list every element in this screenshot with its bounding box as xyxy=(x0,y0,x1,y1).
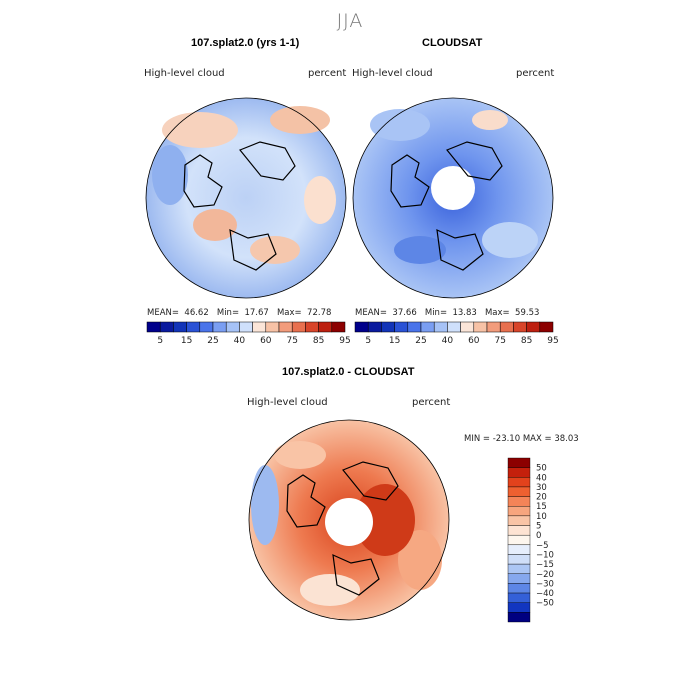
polar-map-diff xyxy=(248,419,450,621)
model-colorbar-tick-label: 5 xyxy=(157,336,163,346)
obs-colorbar-swatch xyxy=(499,321,514,333)
obs-colorbar-tick-label: 95 xyxy=(547,336,558,346)
polar-map-model xyxy=(145,97,347,299)
model-colorbar-swatch xyxy=(212,321,227,333)
model-colorbar-swatch xyxy=(146,321,161,333)
diff-colorbar-swatch xyxy=(507,612,531,623)
diff-colorbar-tick-label: 20 xyxy=(536,493,547,503)
model-colorbar-swatch xyxy=(305,321,319,333)
diff-colorbar-tick-label: 5 xyxy=(536,522,541,532)
season-title: JJA xyxy=(336,10,364,32)
obs-units-label: percent xyxy=(516,68,555,79)
diff-units-label: percent xyxy=(412,397,451,408)
diff-colorbar-swatch xyxy=(507,583,531,594)
diff-colorbar-swatch xyxy=(507,525,531,536)
model-colorbar-swatch xyxy=(199,321,214,333)
diff-colorbar-swatch xyxy=(507,457,531,468)
obs-colorbar-swatch xyxy=(513,321,527,333)
obs-colorbar-tick-label: 15 xyxy=(389,336,400,346)
obs-colorbar-tick-label: 25 xyxy=(415,336,426,346)
model-colorbar-swatch xyxy=(173,321,187,333)
diff-colorbar-tick-label: −20 xyxy=(536,570,554,580)
obs-colorbar-tick-label: 85 xyxy=(521,336,532,346)
obs-colorbar-tick-label: 40 xyxy=(442,336,454,346)
model-colorbar-tick-label: 95 xyxy=(339,336,350,346)
model-colorbar-swatch xyxy=(252,321,267,333)
obs-colorbar-swatch xyxy=(433,321,448,333)
model-panel-title: 107.splat2.0 (yrs 1-1) xyxy=(191,37,300,49)
model-colorbar-swatch xyxy=(225,321,240,333)
model-field-label: High-level cloud xyxy=(144,68,225,79)
obs-colorbar-swatch xyxy=(407,321,422,333)
model-colorbar-swatch xyxy=(318,321,333,333)
diff-colorbar-swatch xyxy=(507,467,531,478)
diff-minmax: MIN = -23.10 MAX = 38.03 xyxy=(464,434,579,444)
diff-colorbar-swatch xyxy=(507,534,531,546)
diff-colorbar-tick-label: −40 xyxy=(536,589,554,599)
diff-panel-title: 107.splat2.0 - CLOUDSAT xyxy=(282,366,415,378)
model-colorbar-swatch xyxy=(331,321,346,333)
obs-colorbar-swatch xyxy=(526,321,541,333)
obs-colorbar: 5 15 25 40 60 75 85 95 xyxy=(354,321,559,346)
obs-colorbar-swatch xyxy=(539,321,554,333)
diff-colorbar-tick-label: 15 xyxy=(536,502,547,512)
obs-colorbar-swatch xyxy=(447,321,461,333)
diff-colorbar-swatch xyxy=(507,573,531,584)
model-colorbar-tick-label: 60 xyxy=(260,336,272,346)
obs-colorbar-swatch xyxy=(367,321,382,333)
model-colorbar-tick-label: 15 xyxy=(181,336,192,346)
obs-colorbar-swatch xyxy=(394,321,409,333)
model-colorbar-tick-label: 85 xyxy=(313,336,324,346)
diff-colorbar-swatch xyxy=(507,477,531,488)
model-colorbar-tick-label: 75 xyxy=(286,336,297,346)
model-colorbar-swatch xyxy=(239,321,253,333)
diff-colorbar-swatch xyxy=(507,563,531,574)
diff-colorbar-tick-label: 0 xyxy=(536,531,541,541)
diff-colorbar-tick-label: −5 xyxy=(536,541,549,551)
diff-colorbar-tick-label: −10 xyxy=(536,550,554,560)
obs-colorbar-swatch xyxy=(420,321,435,333)
diff-colorbar-swatch xyxy=(507,515,531,526)
obs-colorbar-swatch xyxy=(354,321,369,333)
diff-colorbar-tick-label: 40 xyxy=(536,473,547,483)
diff-colorbar-swatch xyxy=(507,592,531,603)
obs-colorbar-swatch xyxy=(473,321,488,333)
diff-colorbar-tick-label: 30 xyxy=(536,483,547,493)
diff-colorbar-swatch xyxy=(507,602,531,613)
diff-colorbar-swatch xyxy=(507,544,531,555)
diff-colorbar-tick-label: −30 xyxy=(536,579,554,589)
obs-colorbar-tick-label: 5 xyxy=(365,336,371,346)
diff-colorbar-swatch xyxy=(507,554,531,565)
polar-map-obs xyxy=(352,97,554,299)
diff-colorbar-swatch xyxy=(507,486,531,497)
diff-colorbar-tick-label: 50 xyxy=(536,464,547,474)
obs-panel-title: CLOUDSAT xyxy=(422,37,483,49)
model-colorbar-swatch xyxy=(278,321,293,333)
obs-colorbar-swatch xyxy=(486,321,501,333)
model-colorbar-tick-label: 40 xyxy=(234,336,246,346)
model-colorbar-swatch xyxy=(159,321,174,333)
model-colorbar: 5 15 25 40 60 75 85 95 xyxy=(146,321,351,346)
model-colorbar-swatch xyxy=(291,321,306,333)
obs-colorbar-tick-label: 60 xyxy=(468,336,480,346)
diff-colorbar-tick-label: −15 xyxy=(536,560,554,570)
model-stats: MEAN= 46.62 Min= 17.67 Max= 72.78 xyxy=(147,308,332,318)
obs-colorbar-tick-label: 75 xyxy=(494,336,505,346)
model-colorbar-tick-label: 25 xyxy=(207,336,218,346)
diff-colorbar-tick-label: −50 xyxy=(536,599,554,609)
diff-colorbar-swatch xyxy=(507,496,531,507)
diff-colorbar-swatch xyxy=(507,506,531,517)
obs-colorbar-swatch xyxy=(460,321,475,333)
diff-colorbar-tick-label: 10 xyxy=(536,512,547,522)
obs-colorbar-swatch xyxy=(381,321,395,333)
model-colorbar-swatch xyxy=(186,321,201,333)
diff-field-label: High-level cloud xyxy=(247,397,328,408)
model-colorbar-swatch xyxy=(265,321,280,333)
model-units-label: percent xyxy=(308,68,347,79)
obs-stats: MEAN= 37.66 Min= 13.83 Max= 59.53 xyxy=(355,308,540,318)
obs-field-label: High-level cloud xyxy=(352,68,433,79)
